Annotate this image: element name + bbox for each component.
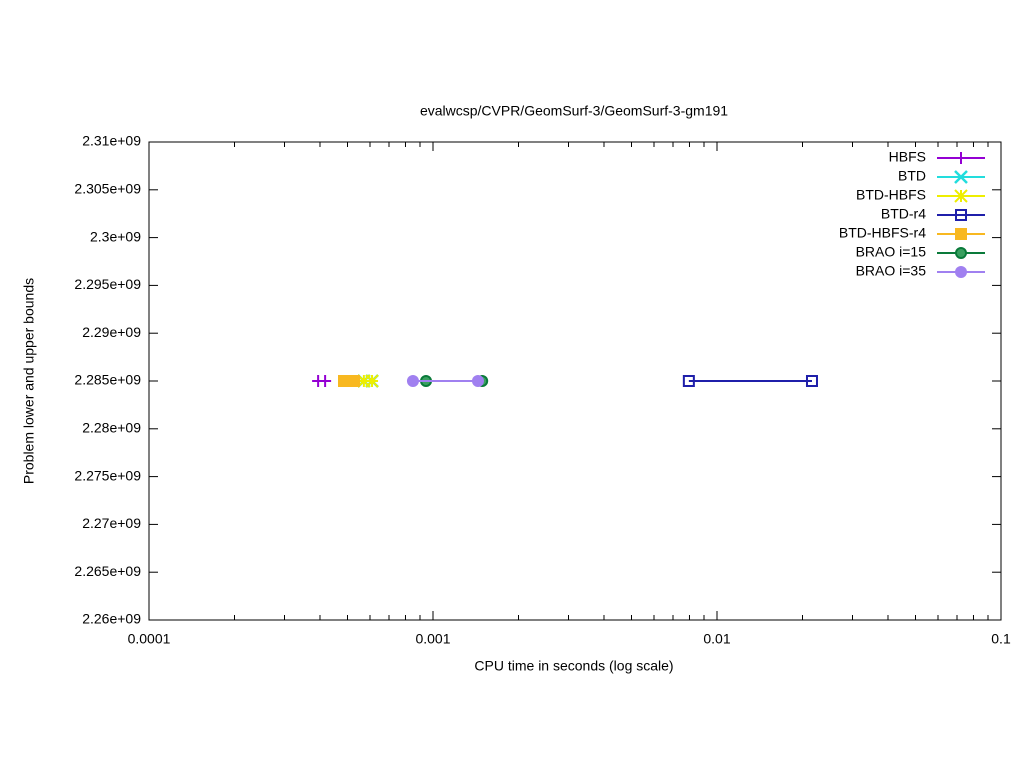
legend-marker [955, 266, 967, 278]
marker [347, 375, 360, 387]
y-tick-label: 2.265e+09 [74, 563, 141, 579]
legend-marker [955, 228, 967, 240]
marker [805, 375, 818, 387]
y-tick-label: 2.275e+09 [74, 467, 141, 483]
legend-label: BRAO i=15 [856, 244, 927, 260]
marker [406, 375, 419, 387]
chart-title: evalwcsp/CVPR/GeomSurf-3/GeomSurf-3-gm19… [420, 103, 728, 119]
marker [365, 374, 379, 388]
legend-marker [955, 247, 967, 259]
legend-marker [954, 170, 968, 184]
y-tick-label: 2.3e+09 [90, 228, 141, 244]
y-axis-label: Problem lower and upper bounds [21, 278, 37, 484]
y-tick-label: 2.28e+09 [82, 420, 141, 436]
marker [319, 375, 332, 387]
x-tick-label: 0.1 [991, 631, 1011, 647]
marker [682, 375, 695, 387]
y-tick-label: 2.27e+09 [82, 515, 141, 531]
y-tick-label: 2.305e+09 [74, 181, 141, 197]
legend-marker [954, 189, 968, 203]
x-tick-label: 0.001 [415, 631, 450, 647]
marker [357, 374, 371, 388]
legend-label: HBFS [889, 149, 926, 165]
marker [338, 375, 351, 387]
legend-label: BTD [898, 168, 926, 184]
legend-label: BTD-r4 [881, 206, 926, 222]
x-axis-label: CPU time in seconds (log scale) [474, 658, 673, 674]
y-tick-label: 2.29e+09 [82, 324, 141, 340]
legend-marker [955, 152, 967, 164]
legend-label: BTD-HBFS [856, 187, 926, 203]
x-tick-label: 0.01 [703, 631, 730, 647]
marker [471, 375, 484, 387]
y-tick-label: 2.285e+09 [74, 372, 141, 388]
y-tick-label: 2.31e+09 [82, 133, 141, 149]
x-tick-label: 0.0001 [128, 631, 171, 647]
y-tick-label: 2.295e+09 [74, 276, 141, 292]
legend-marker [955, 209, 967, 221]
legend-label: BRAO i=35 [856, 263, 927, 279]
y-tick-label: 2.26e+09 [82, 611, 141, 627]
legend-label: BTD-HBFS-r4 [839, 225, 926, 241]
